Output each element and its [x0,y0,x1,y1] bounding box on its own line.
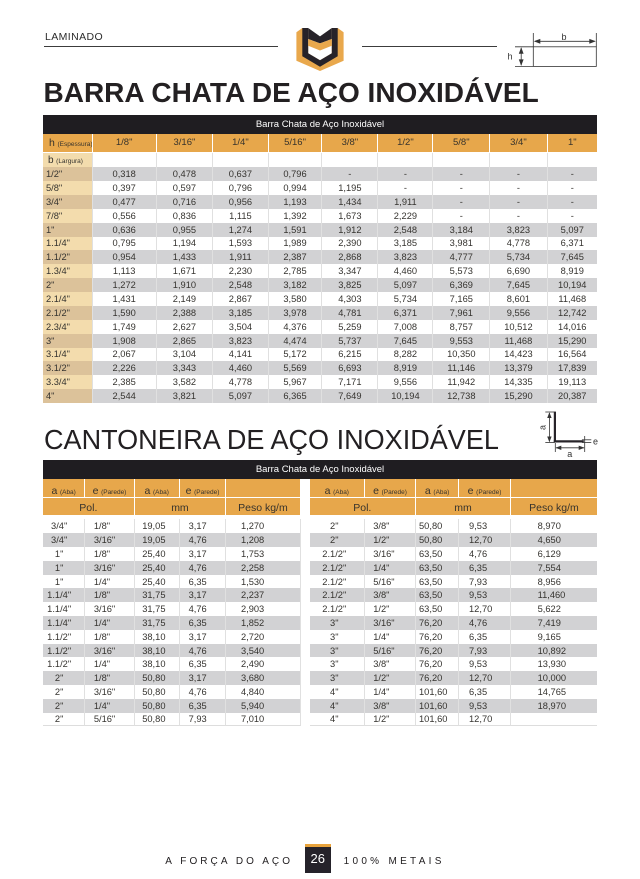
svg-text:b: b [561,32,566,42]
svg-text:e: e [593,437,598,447]
svg-text:h: h [507,52,512,62]
svg-text:a: a [567,449,572,458]
svg-text:a: a [538,425,548,430]
